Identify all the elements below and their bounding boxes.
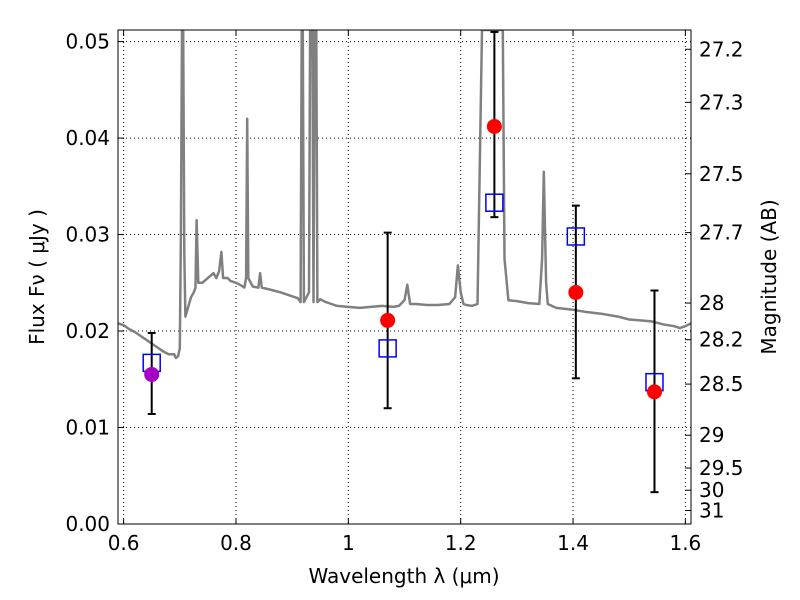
error-bars: [147, 30, 659, 494]
magnitude-tick-label: 28: [699, 291, 724, 315]
y-axis-label: Flux Fν ( μJy ): [25, 209, 49, 345]
y-axis: 0.00 0.01 0.02 0.03 0.04 0.05: [65, 30, 124, 536]
plot-frame: [117, 29, 692, 525]
magnitude-tick-label: 27.2: [699, 37, 744, 61]
magnitude-tick-label: 27.7: [699, 221, 744, 245]
y-tick-label: 0.00: [65, 512, 110, 536]
model-square: [378, 339, 397, 358]
x-tick-label: 0.8: [220, 531, 252, 555]
y-tick-label: 0.02: [65, 319, 110, 343]
magnitude-axis-label: Magnitude (AB): [757, 199, 781, 354]
y-tick-label: 0.03: [65, 223, 110, 247]
x-axis-label: Wavelength λ (μm): [308, 564, 499, 588]
magnitude-tick-label: 28.5: [699, 372, 744, 396]
observed-point: [486, 118, 502, 134]
observed-point: [646, 384, 662, 400]
plot-area: [118, 30, 691, 360]
magnitude-tick-label: 27.3: [699, 90, 744, 114]
observed-point: [144, 366, 160, 382]
magnitude-tick-label: 30: [699, 478, 724, 502]
observed-point: [380, 312, 396, 328]
x-tick-label: 1: [342, 531, 355, 555]
observed-point: [568, 284, 584, 300]
x-tick-label: 1.4: [557, 531, 589, 555]
y-tick-label: 0.05: [65, 30, 110, 54]
x-tick-label: 1.2: [445, 531, 477, 555]
x-tick-label: 1.6: [669, 531, 701, 555]
y-tick-label: 0.01: [65, 416, 110, 440]
magnitude-tick-label: 29.5: [699, 456, 744, 480]
magnitude-tick-label: 27.5: [699, 162, 744, 186]
magnitude-tick-label: 29: [699, 423, 724, 447]
markers: [142, 118, 664, 400]
x-tick-label: 0.6: [108, 531, 140, 555]
model-square: [566, 227, 586, 246]
spectrum-line: [118, 30, 691, 360]
x-axis: 0.6 0.8 1 1.2 1.4 1.6: [108, 30, 701, 555]
model-square: [485, 193, 504, 212]
y-tick-label: 0.04: [65, 126, 110, 150]
magnitude-tick-label: 28.2: [699, 328, 744, 352]
magnitude-tick-label: 31: [699, 498, 724, 522]
grid: [118, 30, 691, 525]
